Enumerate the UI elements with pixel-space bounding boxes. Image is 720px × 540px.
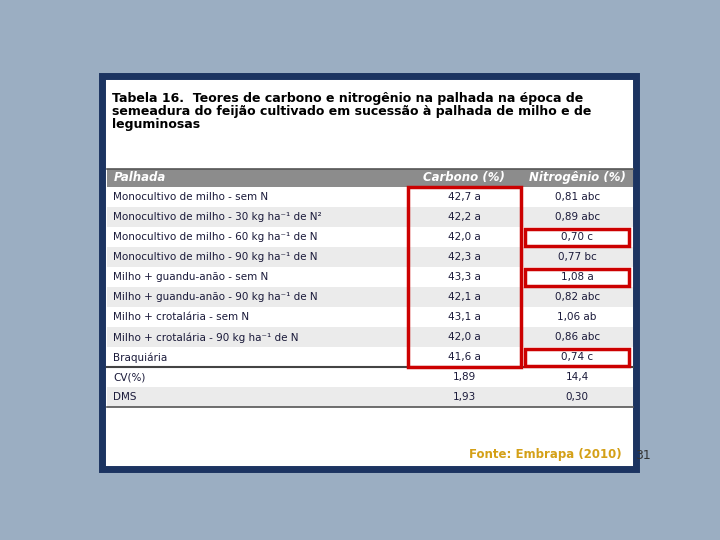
Bar [107,227,632,247]
Text: 1,93: 1,93 [453,393,476,402]
Bar [408,187,521,367]
Text: 43,3 a: 43,3 a [448,272,481,282]
Bar [107,168,632,187]
Text: 0,89 abc: 0,89 abc [554,212,600,222]
Text: 0,74 c: 0,74 c [561,353,593,362]
Text: 42,0 a: 42,0 a [448,333,481,342]
Text: 0,30: 0,30 [566,393,588,402]
Text: Milho + guandu-anão - sem N: Milho + guandu-anão - sem N [113,272,269,282]
Bar [107,347,632,367]
Text: 42,7 a: 42,7 a [448,192,481,202]
Text: Monocultivo de milho - 60 kg ha⁻¹ de N: Monocultivo de milho - 60 kg ha⁻¹ de N [113,232,318,242]
Bar [107,267,632,287]
Text: Fonte: Embrapa (2010): Fonte: Embrapa (2010) [469,448,621,461]
Text: Palhada: Palhada [113,172,166,185]
Bar [107,187,632,207]
Text: Monocultivo de milho - sem N: Monocultivo de milho - sem N [113,192,269,202]
Text: 42,2 a: 42,2 a [448,212,481,222]
Bar [107,327,632,347]
Text: leguminosas: leguminosas [112,118,200,131]
Text: Milho + crotalária - 90 kg ha⁻¹ de N: Milho + crotalária - 90 kg ha⁻¹ de N [113,332,299,342]
Bar [525,269,629,286]
Text: Monocultivo de milho - 90 kg ha⁻¹ de N: Monocultivo de milho - 90 kg ha⁻¹ de N [113,252,318,262]
Text: semeadura do feijão cultivado em sucessão à palhada de milho e de: semeadura do feijão cultivado em sucessã… [112,105,591,118]
Text: DMS: DMS [113,393,137,402]
Text: Milho + guandu-anão - 90 kg ha⁻¹ de N: Milho + guandu-anão - 90 kg ha⁻¹ de N [113,292,318,302]
Bar [107,367,632,387]
Text: Tabela 16.  Teores de carbono e nitrogênio na palhada na época de: Tabela 16. Teores de carbono e nitrogêni… [112,92,583,105]
Text: 0,81 abc: 0,81 abc [554,192,600,202]
Bar [525,229,629,246]
Text: 0,77 bc: 0,77 bc [558,252,596,262]
Text: Carbono (%): Carbono (%) [423,172,505,185]
Text: Nitrogênio (%): Nitrogênio (%) [528,172,626,185]
Text: 41,6 a: 41,6 a [448,353,481,362]
Text: Milho + crotalária - sem N: Milho + crotalária - sem N [113,312,249,322]
Text: 42,3 a: 42,3 a [448,252,481,262]
Text: 1,08 a: 1,08 a [561,272,593,282]
Bar [107,207,632,227]
Text: Monocultivo de milho - 30 kg ha⁻¹ de N²: Monocultivo de milho - 30 kg ha⁻¹ de N² [113,212,322,222]
Bar [107,387,632,408]
Text: 0,82 abc: 0,82 abc [554,292,600,302]
Text: 0,86 abc: 0,86 abc [554,333,600,342]
Bar [107,287,632,307]
Text: CV(%): CV(%) [113,373,145,382]
Text: 31: 31 [635,449,651,462]
Text: Braquiária: Braquiária [113,352,168,363]
Text: 0,70 c: 0,70 c [561,232,593,242]
Text: 1,06 ab: 1,06 ab [557,312,597,322]
Text: 42,1 a: 42,1 a [448,292,481,302]
Text: 14,4: 14,4 [565,373,589,382]
Text: 42,0 a: 42,0 a [448,232,481,242]
Bar [107,307,632,327]
Bar [107,247,632,267]
Text: 1,89: 1,89 [453,373,476,382]
Bar [525,349,629,366]
Text: 43,1 a: 43,1 a [448,312,481,322]
